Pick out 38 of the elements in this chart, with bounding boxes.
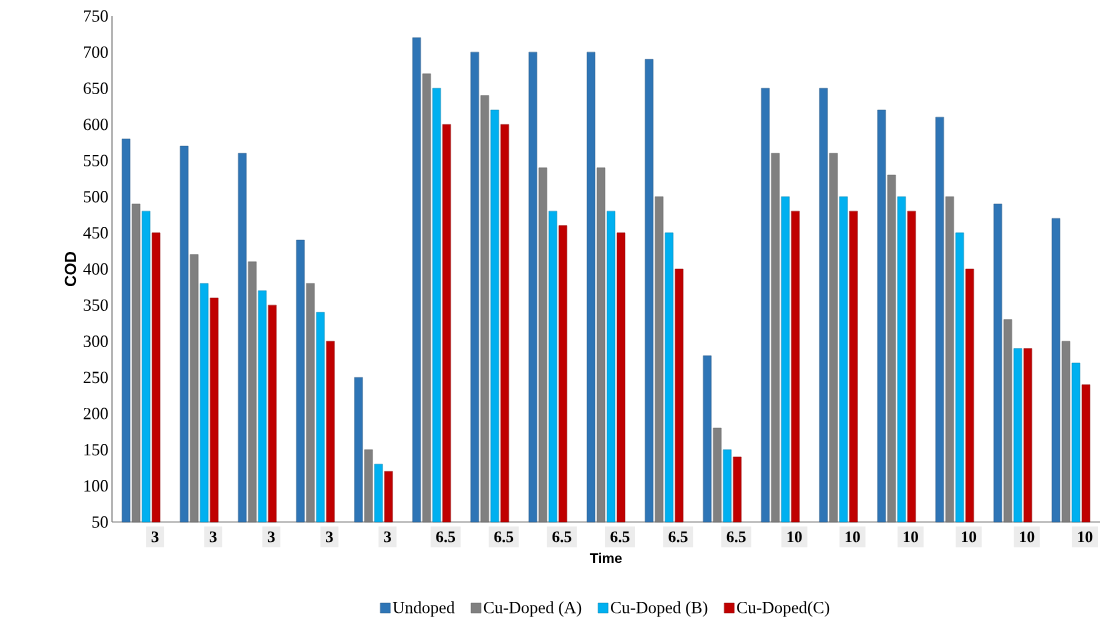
x-tick-label: 3: [326, 531, 333, 543]
y-tick-label: 700: [84, 46, 108, 58]
legend-label: Cu-Doped (B): [610, 601, 708, 617]
y-tick-label: 600: [83, 118, 108, 131]
legend-label: Cu-Doped(C): [737, 601, 830, 617]
y-tick-label: 150: [84, 443, 108, 456]
y-tick-label: 400: [83, 263, 108, 275]
y-tick-label: 550: [83, 154, 108, 167]
x-tick-label: 6.5: [610, 531, 630, 543]
x-tick-label: 6.5: [552, 531, 572, 543]
y-tick-label: 650: [83, 82, 108, 95]
x-tick-label: 6.5: [668, 531, 688, 543]
x-tick-label: 10: [903, 531, 918, 543]
x-tick-label: 3: [209, 531, 217, 543]
x-tick-label: 3: [151, 531, 159, 543]
y-tick-label: 350: [83, 299, 108, 311]
y-axis-title: COD: [64, 251, 77, 287]
x-tick-label: 6.5: [726, 531, 746, 543]
x-tick-label: 10: [787, 531, 802, 543]
x-tick-label: 10: [1078, 531, 1093, 543]
y-tick-label: 200: [83, 407, 108, 420]
y-tick-label: 300: [83, 335, 108, 348]
x-tick-label: 10: [962, 531, 977, 543]
y-tick-label: 100: [84, 480, 108, 492]
x-tick-label: 3: [267, 531, 275, 543]
x-axis-title: Time: [589, 552, 622, 564]
y-tick-label: 750: [84, 10, 108, 22]
legend-label: Undoped: [392, 601, 455, 617]
x-tick-label: 6.5: [494, 531, 514, 543]
y-tick-label: 50: [92, 516, 108, 528]
x-tick-label: 10: [845, 531, 860, 543]
x-tick-label: 3: [384, 531, 391, 543]
y-tick-label: 450: [83, 227, 108, 239]
y-tick-label: 250: [83, 371, 108, 384]
x-tick-label: 6.5: [436, 531, 456, 543]
y-tick-label: 500: [83, 190, 108, 203]
legend-label: Cu-Doped (A): [483, 601, 582, 617]
x-tick-label: 10: [1020, 531, 1035, 543]
